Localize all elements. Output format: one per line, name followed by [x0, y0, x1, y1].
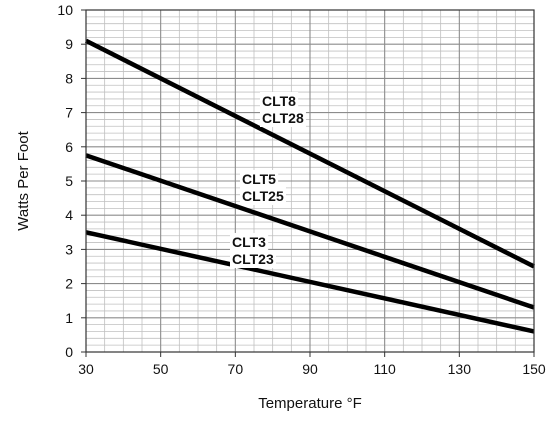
series-label-background — [260, 92, 299, 110]
x-tick-label: 130 — [448, 361, 472, 377]
series-label: CLT23 — [232, 251, 274, 267]
series-label-background — [240, 187, 286, 205]
series-lines — [84, 38, 536, 334]
series-label-background — [260, 109, 306, 127]
x-tick-label: 30 — [78, 361, 94, 377]
series-label-background — [230, 233, 269, 251]
y-tick-label: 8 — [65, 70, 73, 86]
y-tick-label: 3 — [65, 241, 73, 257]
x-tick-label: 90 — [302, 361, 318, 377]
series-line-3 — [85, 230, 535, 334]
y-tick-label: 4 — [65, 207, 73, 223]
y-axis-title: Watts Per Foot — [15, 130, 32, 230]
y-tick-label: 5 — [65, 173, 73, 189]
series-label-background — [240, 170, 279, 188]
x-axis-title: Temperature °F — [258, 395, 362, 412]
y-axis-ticks: 0 1 2 3 4 5 6 7 8 9 10 — [57, 2, 86, 360]
x-tick-label: 50 — [153, 361, 169, 377]
series-line-2 — [85, 153, 535, 310]
y-tick-label: 2 — [65, 276, 73, 292]
series-label: CLT28 — [262, 110, 304, 126]
series-label: CLT5 — [242, 171, 276, 187]
x-tick-label: 150 — [522, 361, 546, 377]
y-tick-label: 7 — [65, 105, 73, 121]
x-tick-label: 110 — [374, 361, 397, 377]
series-label: CLT3 — [232, 234, 266, 250]
series-label: CLT8 — [262, 93, 296, 109]
series-label-background — [230, 250, 276, 268]
series-label: CLT25 — [242, 188, 284, 204]
y-tick-label: 1 — [65, 310, 73, 326]
y-tick-label: 6 — [65, 139, 73, 155]
x-axis-ticks: 30 50 70 90 110 130 150 — [78, 352, 546, 377]
series-line-1 — [84, 38, 536, 269]
y-tick-label: 10 — [57, 2, 73, 18]
y-tick-label: 9 — [65, 36, 73, 52]
y-tick-label: 0 — [65, 344, 73, 360]
x-tick-label: 70 — [228, 361, 244, 377]
